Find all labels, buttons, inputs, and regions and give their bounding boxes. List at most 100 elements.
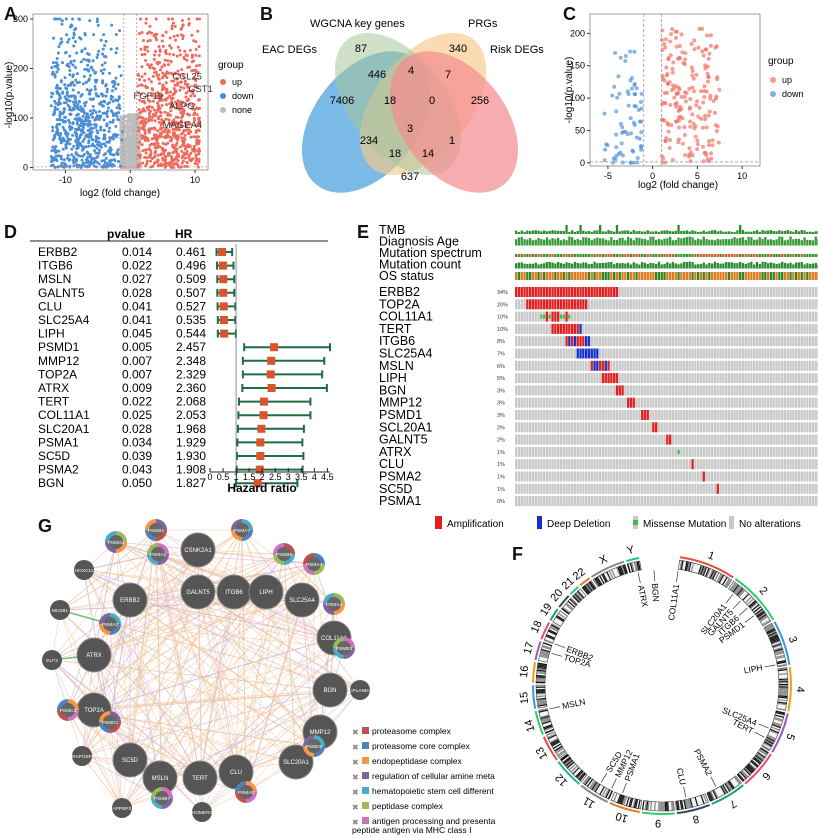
onco-alt xyxy=(568,336,571,347)
track-cell xyxy=(551,237,554,246)
onco-cell xyxy=(663,397,666,408)
point-up xyxy=(141,107,145,111)
point-down xyxy=(62,158,66,162)
track-cell xyxy=(627,254,630,257)
point-down xyxy=(53,73,57,77)
onco-cell xyxy=(711,422,714,433)
point-down xyxy=(66,137,70,141)
onco-cell xyxy=(529,336,532,347)
track-cell xyxy=(671,240,675,246)
track-cell xyxy=(537,272,540,280)
onco-cell xyxy=(557,348,560,359)
track-cell xyxy=(576,272,579,280)
point-up xyxy=(706,143,711,148)
track-cell xyxy=(708,272,711,280)
onco-cell xyxy=(758,348,761,359)
point-down xyxy=(80,145,84,149)
onco-cell xyxy=(593,422,596,433)
gene-label: ITGB6 xyxy=(379,334,415,348)
point-up xyxy=(178,53,182,57)
track-cell xyxy=(753,239,756,246)
point-down xyxy=(120,130,124,134)
onco-cell xyxy=(727,360,731,371)
onco-cell xyxy=(576,410,579,420)
point-up xyxy=(171,145,175,149)
onco-cell xyxy=(674,348,677,359)
onco-cell xyxy=(669,348,672,359)
track-cell xyxy=(697,254,700,257)
track-cell xyxy=(554,254,557,257)
track-cell xyxy=(573,231,577,234)
onco-cell xyxy=(515,446,518,457)
point-down xyxy=(101,47,105,51)
onco-alt xyxy=(607,373,610,384)
track-cell xyxy=(559,272,563,280)
point-down xyxy=(64,145,68,149)
point-up xyxy=(172,158,176,162)
point-up xyxy=(187,23,191,27)
track-cell xyxy=(674,230,677,234)
onco-cell xyxy=(655,287,658,297)
point-up xyxy=(151,115,155,119)
onco-alt xyxy=(613,287,616,297)
track-cell xyxy=(666,262,669,269)
track-cell xyxy=(733,254,736,257)
track-cell xyxy=(761,230,764,234)
point-none xyxy=(134,129,138,133)
onco-cell xyxy=(795,434,798,445)
point-up xyxy=(159,127,163,131)
onco-cell xyxy=(806,311,809,322)
onco-alt xyxy=(590,348,593,359)
track-cell xyxy=(691,237,694,246)
point-down xyxy=(55,83,59,87)
point-down xyxy=(618,55,623,60)
point-up xyxy=(171,72,175,76)
onco-cell xyxy=(697,287,700,297)
point-down xyxy=(77,91,81,95)
track-cell xyxy=(688,231,691,234)
onco-cell xyxy=(699,373,703,384)
point-none xyxy=(125,145,129,149)
onco-cell xyxy=(797,410,801,420)
point-down xyxy=(70,126,74,130)
track-cell xyxy=(613,231,616,234)
track-cell xyxy=(627,272,630,280)
onco-cell xyxy=(562,348,565,359)
forest-hr: 0.507 xyxy=(176,286,206,300)
point-down xyxy=(634,86,639,91)
onco-cell xyxy=(753,373,756,384)
onco-cell xyxy=(621,287,624,297)
track-cell xyxy=(582,272,585,280)
point-down xyxy=(104,94,108,98)
onco-cell xyxy=(685,422,689,433)
point-down xyxy=(73,28,77,32)
onco-cell xyxy=(727,311,731,322)
point-up xyxy=(184,53,188,57)
point-up xyxy=(186,98,190,102)
track-cell xyxy=(753,254,756,257)
hr-box xyxy=(219,288,228,297)
point-down xyxy=(120,138,124,142)
onco-mut xyxy=(548,314,551,319)
point-up xyxy=(177,73,181,77)
onco-cell xyxy=(722,410,725,420)
track-cell xyxy=(775,239,778,246)
onco-cell xyxy=(655,360,658,371)
track-cell xyxy=(582,254,585,257)
onco-cell xyxy=(593,323,596,334)
onco-cell xyxy=(629,323,633,334)
point-up xyxy=(703,114,708,119)
point-up xyxy=(139,110,143,114)
point-up xyxy=(138,78,142,82)
onco-cell xyxy=(548,385,551,396)
onco-cell xyxy=(691,397,694,408)
point-up xyxy=(154,111,158,115)
point-down xyxy=(74,100,78,104)
onco-alt xyxy=(571,299,574,310)
onco-cell xyxy=(741,385,745,396)
onco-cell xyxy=(755,299,759,310)
point-down xyxy=(96,154,100,158)
track-cell xyxy=(795,238,798,246)
onco-cell xyxy=(657,360,661,371)
point-up xyxy=(145,137,149,141)
